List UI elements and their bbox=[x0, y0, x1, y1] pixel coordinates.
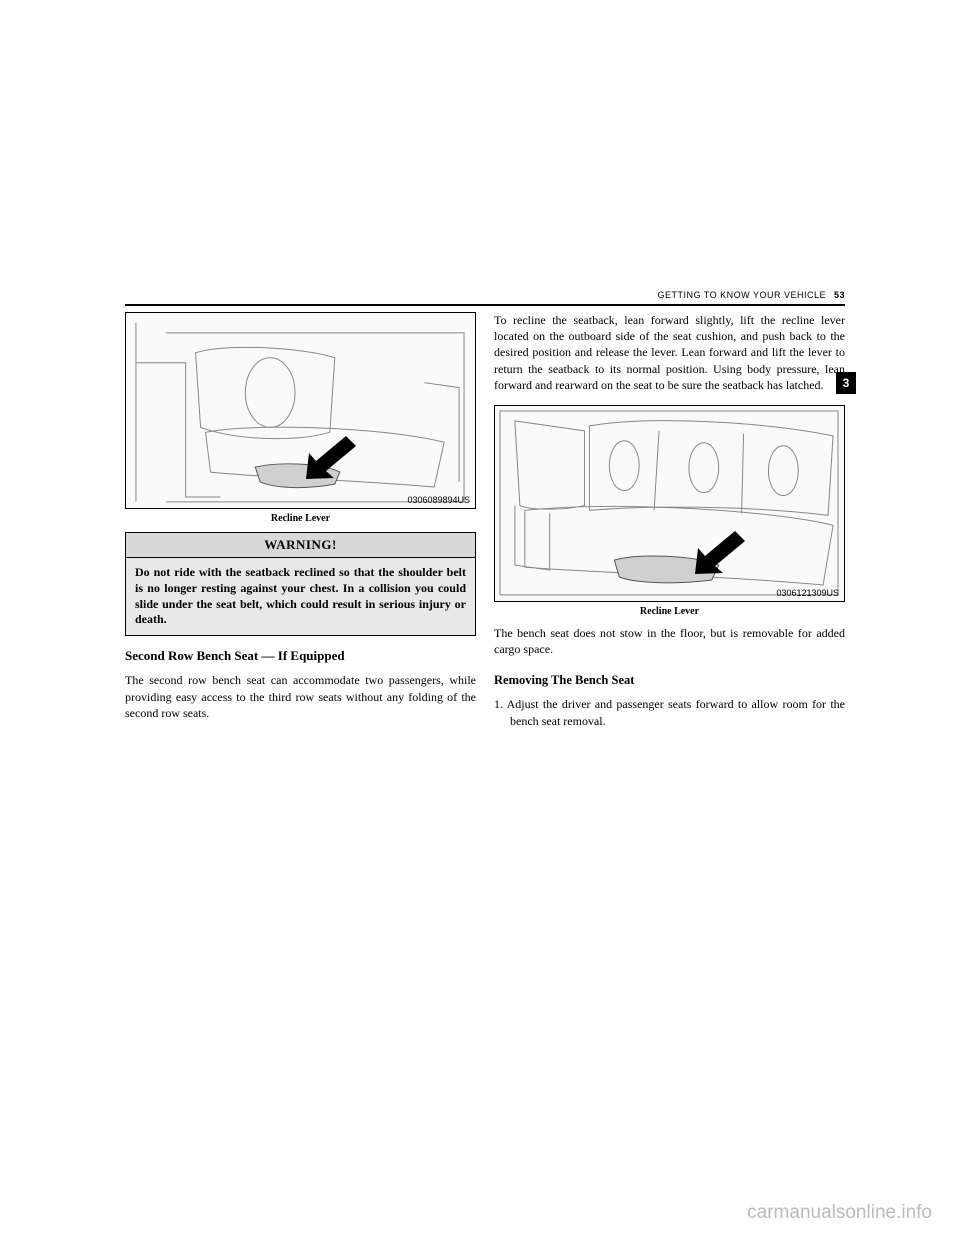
bench-seat-illustration-icon bbox=[495, 406, 844, 602]
warning-title: WARNING! bbox=[126, 533, 476, 558]
paragraph-bench-removable: The bench seat does not stow in the floo… bbox=[494, 625, 845, 657]
figure-recline-lever-bench: 0306121309US bbox=[494, 405, 845, 602]
paragraph-recline-instructions: To recline the seatback, lean forward sl… bbox=[494, 312, 845, 393]
subsection-heading-removing: Removing The Bench Seat bbox=[494, 673, 845, 688]
section-heading-bench-seat: Second Row Bench Seat — If Equipped bbox=[125, 648, 476, 664]
figure-recline-lever-single: 0306089894US bbox=[125, 312, 476, 509]
watermark-text: carmanualsonline.info bbox=[747, 1202, 932, 1224]
page-body: 0306089894US Recline Lever WARNING! Do n… bbox=[125, 290, 845, 930]
warning-box: WARNING! Do not ride with the seatback r… bbox=[125, 532, 476, 636]
paragraph-bench-seat-intro: The second row bench seat can accommodat… bbox=[125, 672, 476, 721]
warning-body-text: Do not ride with the seatback reclined s… bbox=[126, 558, 476, 636]
arrow-down-left-icon bbox=[301, 431, 361, 481]
right-column: To recline the seatback, lean forward sl… bbox=[494, 290, 845, 930]
list-item-step-1: 1. Adjust the driver and passenger seats… bbox=[494, 696, 845, 728]
left-column: 0306089894US Recline Lever WARNING! Do n… bbox=[125, 290, 476, 930]
figure-id-label: 0306121309US bbox=[776, 588, 839, 598]
arrow-down-left-icon bbox=[690, 526, 750, 576]
figure-caption: Recline Lever bbox=[494, 606, 845, 617]
figure-id-label: 0306089894US bbox=[407, 495, 470, 505]
figure-caption: Recline Lever bbox=[125, 513, 476, 524]
